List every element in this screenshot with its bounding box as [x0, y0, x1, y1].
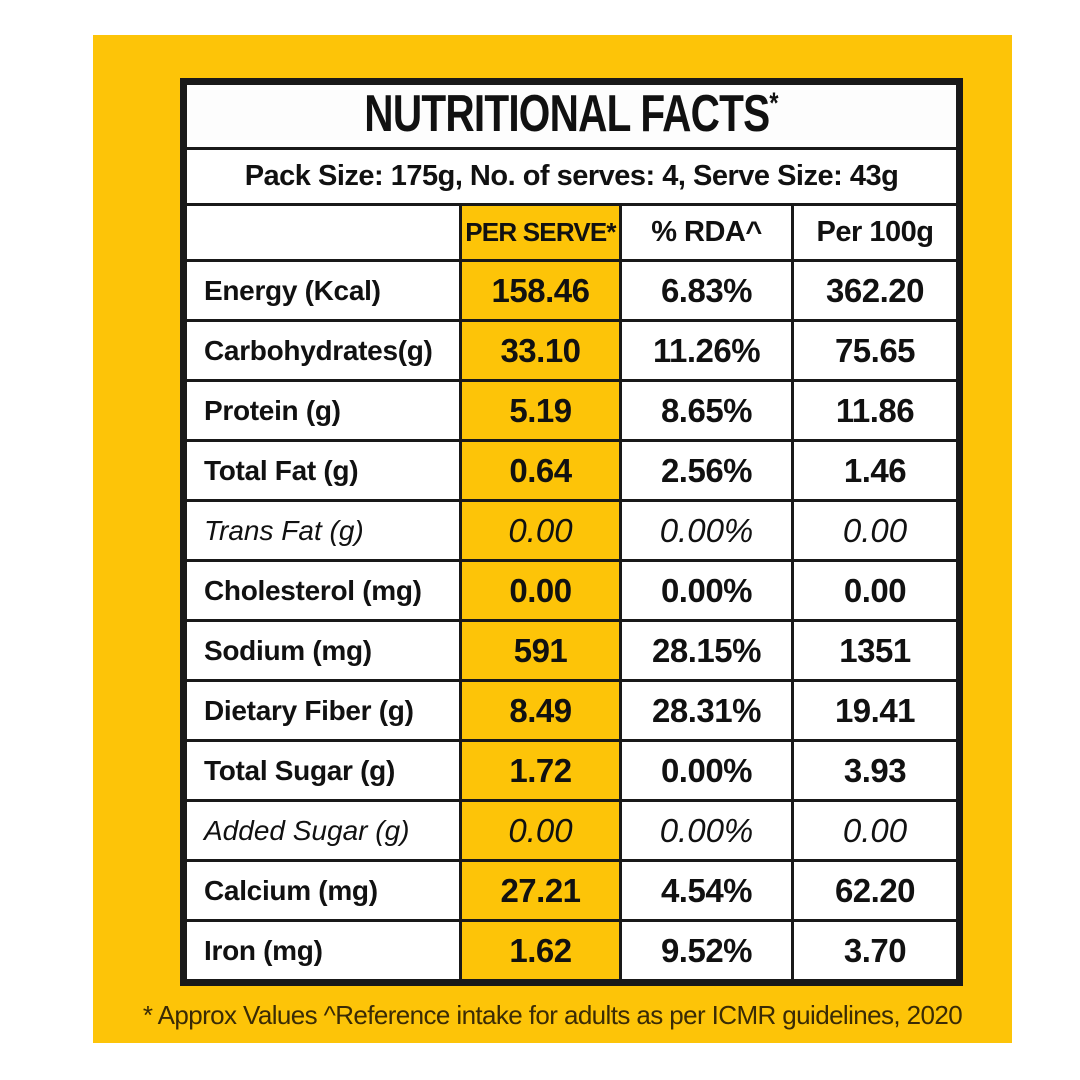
rda-value: 28.31%	[652, 691, 761, 729]
header-label	[187, 206, 459, 259]
per-serve-value: 0.00	[459, 502, 622, 559]
header-rda: % RDA^	[651, 216, 762, 248]
pack-size-text: Pack Size: 175g, No. of serves: 4, Serve…	[244, 160, 899, 192]
nutrient-label: Energy (Kcal)	[204, 274, 381, 306]
nutrient-label: Total Sugar (g)	[204, 754, 395, 786]
header-per-serve: PER SERVE*	[459, 206, 622, 259]
per-serve-value: 158.46	[459, 262, 622, 319]
row-energy: Energy (Kcal) 158.46 6.83% 362.20	[187, 259, 956, 319]
per-100g-value: 3.70	[791, 922, 956, 979]
row-dietary-fiber: Dietary Fiber (g) 8.49 28.31% 19.41	[187, 679, 956, 739]
rda-value: 2.56%	[660, 451, 753, 489]
per-serve-value: 0.64	[459, 442, 622, 499]
per-serve-value: 33.10	[459, 322, 622, 379]
page-title: NUTRITIONAL FACTS*	[364, 85, 779, 144]
per-serve-value: 1.72	[459, 742, 622, 799]
per-serve-value: 8.49	[459, 682, 622, 739]
per-100g-value: 62.20	[791, 862, 956, 919]
rda-value: 4.54%	[660, 871, 753, 909]
per-serve-value: 27.21	[459, 862, 622, 919]
header-per-100g: Per 100g	[791, 206, 956, 259]
nutrient-label: Carbohydrates(g)	[204, 334, 433, 366]
rda-value: 28.15%	[652, 631, 761, 669]
per-100g-value: 75.65	[791, 322, 956, 379]
table-title-row: NUTRITIONAL FACTS*	[187, 85, 956, 147]
row-added-sugar: Added Sugar (g) 0.00 0.00% 0.00	[187, 799, 956, 859]
nutrient-label: Protein (g)	[204, 394, 341, 426]
rda-value: 0.00%	[659, 511, 754, 549]
per-100g-value: 11.86	[791, 382, 956, 439]
nutrient-label: Added Sugar (g)	[204, 814, 410, 846]
per-100g-value: 3.93	[791, 742, 956, 799]
title-asterisk: *	[769, 87, 779, 120]
row-total-sugar: Total Sugar (g) 1.72 0.00% 3.93	[187, 739, 956, 799]
per-serve-value: 1.62	[459, 922, 622, 979]
nutrient-label: Dietary Fiber (g)	[204, 694, 414, 726]
per-100g-value: 362.20	[791, 262, 956, 319]
nutrition-facts-table: NUTRITIONAL FACTS* Pack Size: 175g, No. …	[180, 78, 963, 986]
per-serve-value: 0.00	[459, 562, 622, 619]
nutrient-label: Total Fat (g)	[204, 454, 359, 486]
nutrient-label: Cholesterol (mg)	[204, 574, 422, 606]
per-serve-value: 5.19	[459, 382, 622, 439]
per-100g-value: 19.41	[791, 682, 956, 739]
nutrient-label: Sodium (mg)	[204, 634, 372, 666]
rda-value: 8.65%	[660, 391, 753, 429]
row-total-fat: Total Fat (g) 0.64 2.56% 1.46	[187, 439, 956, 499]
per-serve-value: 591	[459, 622, 622, 679]
per-100g-value: 1351	[791, 622, 956, 679]
nutrient-label: Iron (mg)	[204, 934, 323, 966]
per-100g-value: 0.00	[791, 802, 956, 859]
per-100g-value: 1.46	[791, 442, 956, 499]
rda-value: 11.26%	[652, 331, 761, 369]
rda-value: 9.52%	[660, 931, 753, 969]
row-sodium: Sodium (mg) 591 28.15% 1351	[187, 619, 956, 679]
row-protein: Protein (g) 5.19 8.65% 11.86	[187, 379, 956, 439]
nutrient-label: Trans Fat (g)	[204, 514, 364, 546]
row-trans-fat: Trans Fat (g) 0.00 0.00% 0.00	[187, 499, 956, 559]
footnote-text: * Approx Values ^Reference intake for ad…	[142, 1000, 963, 1030]
rda-value: 0.00%	[659, 811, 754, 849]
rda-value: 0.00%	[660, 571, 753, 609]
row-iron: Iron (mg) 1.62 9.52% 3.70	[187, 919, 956, 979]
row-calcium: Calcium (mg) 27.21 4.54% 62.20	[187, 859, 956, 919]
per-serve-value: 0.00	[459, 802, 622, 859]
per-100g-value: 0.00	[791, 502, 956, 559]
rda-value: 6.83%	[660, 271, 753, 309]
row-cholesterol: Cholesterol (mg) 0.00 0.00% 0.00	[187, 559, 956, 619]
nutrient-label: Calcium (mg)	[204, 874, 378, 906]
yellow-background-panel: NUTRITIONAL FACTS* Pack Size: 175g, No. …	[93, 35, 1012, 1043]
pack-size-row: Pack Size: 175g, No. of serves: 4, Serve…	[187, 147, 956, 203]
title-text: NUTRITIONAL FACTS	[364, 85, 771, 143]
row-carbohydrates: Carbohydrates(g) 33.10 11.26% 75.65	[187, 319, 956, 379]
per-100g-value: 0.00	[791, 562, 956, 619]
rda-value: 0.00%	[660, 751, 753, 789]
column-header-row: PER SERVE* % RDA^ Per 100g	[187, 203, 956, 259]
